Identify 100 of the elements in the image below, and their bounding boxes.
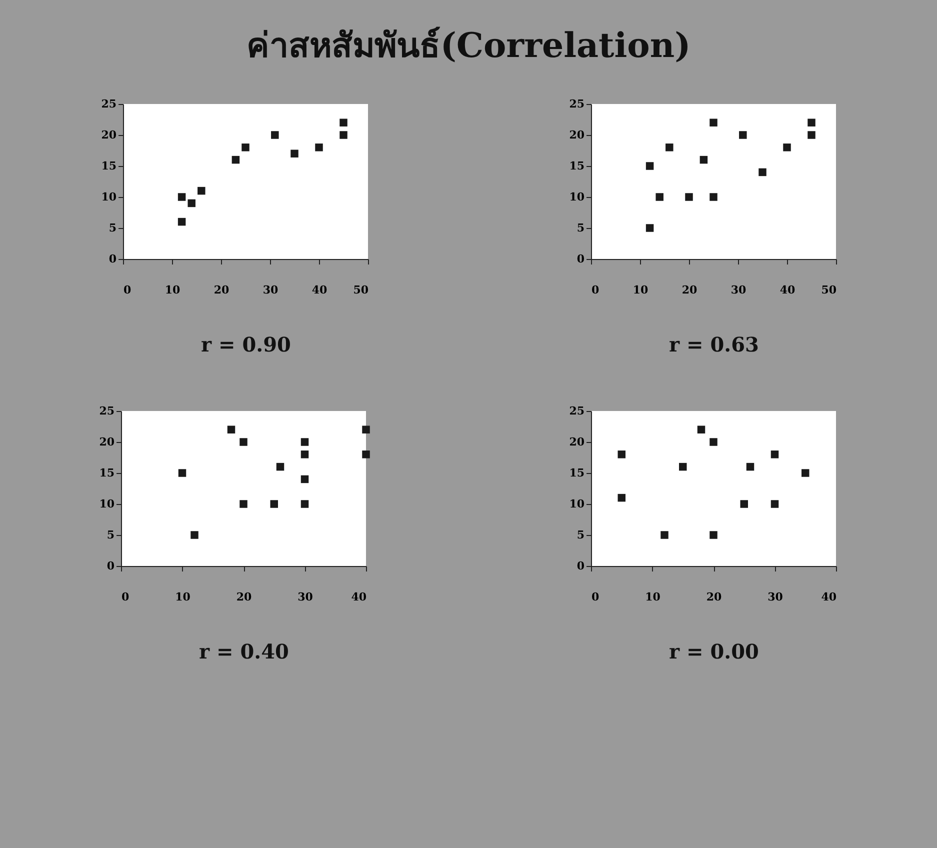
y-tick-label: 15: [569, 466, 585, 480]
point: [802, 469, 810, 477]
x-tick-label: 40: [312, 284, 328, 296]
x-tick-label: 40: [780, 284, 796, 296]
x-tick-label: 30: [731, 284, 747, 296]
x-tick-label: 0: [592, 590, 600, 604]
point: [178, 469, 186, 477]
y-tick-label: 25: [99, 404, 115, 418]
point: [808, 118, 816, 126]
x-axis-title: r = 0.63: [669, 332, 760, 356]
x-tick-label: 40: [351, 590, 368, 604]
y-tick-label: 20: [99, 436, 116, 448]
x-tick-label: 30: [768, 590, 784, 604]
point: [228, 426, 236, 434]
x-tick-label: 0: [123, 284, 132, 296]
x-axis-title: r = 0.00: [669, 640, 760, 664]
y-tick-label: 15: [569, 160, 585, 172]
x-tick-label: 20: [214, 284, 230, 296]
point: [710, 193, 718, 201]
point: [700, 156, 708, 164]
x-tick-label: 10: [645, 590, 661, 604]
point: [740, 500, 748, 508]
point: [301, 500, 309, 508]
point: [190, 531, 199, 539]
point: [178, 193, 186, 201]
y-tick-label: 15: [99, 466, 115, 480]
point: [618, 450, 626, 458]
x-tick-label: 0: [122, 590, 130, 604]
x-tick-label: 40: [821, 590, 838, 604]
point: [314, 144, 323, 152]
y-tick-label: 10: [569, 190, 586, 204]
point: [232, 156, 240, 164]
x-tick-label: 20: [236, 590, 252, 604]
x-tick-label: 10: [164, 284, 180, 296]
y-tick-label: 0: [107, 560, 116, 572]
point: [746, 462, 754, 471]
y-tick-label: 0: [577, 560, 586, 572]
y-tick-label: 5: [577, 222, 585, 234]
point: [270, 500, 278, 508]
y-tick-label: 0: [108, 252, 117, 266]
point: [758, 168, 767, 176]
point: [679, 462, 687, 471]
point: [710, 118, 718, 126]
point: [771, 450, 779, 458]
point: [771, 500, 779, 508]
point: [618, 494, 626, 502]
x-axis-title: r = 0.40: [199, 640, 290, 664]
y-tick-label: 20: [100, 128, 117, 142]
point: [710, 438, 718, 446]
point: [301, 438, 309, 446]
point: [660, 531, 669, 539]
point: [362, 450, 370, 458]
point: [656, 193, 664, 201]
x-tick-label: 0: [592, 284, 600, 296]
y-tick-label: 20: [569, 436, 586, 448]
y-tick-label: 25: [100, 98, 116, 110]
x-tick-label: 10: [175, 590, 191, 604]
text: ค่าสหสัมพันธ์(Correlation): [245, 25, 692, 68]
point: [187, 199, 196, 208]
y-tick-label: 25: [569, 98, 585, 110]
point: [339, 131, 348, 139]
x-tick-label: 30: [262, 284, 278, 296]
y-tick-label: 5: [108, 222, 116, 234]
y-tick-label: 5: [577, 528, 585, 542]
point: [646, 162, 654, 170]
x-tick-label: 20: [682, 284, 698, 296]
point: [301, 475, 309, 484]
point: [739, 131, 748, 139]
point: [276, 462, 284, 471]
x-tick-label: 50: [821, 284, 838, 296]
x-tick-label: 20: [706, 590, 722, 604]
point: [698, 426, 706, 434]
point: [301, 450, 309, 458]
y-tick-label: 15: [100, 160, 116, 172]
x-axis-title: r = 0.90: [200, 332, 291, 356]
y-tick-label: 10: [569, 498, 586, 510]
point: [240, 500, 248, 508]
point: [646, 224, 654, 232]
x-tick-label: 10: [633, 284, 649, 296]
point: [241, 144, 250, 152]
point: [178, 218, 186, 226]
y-tick-label: 20: [569, 128, 586, 142]
point: [270, 131, 279, 139]
y-tick-label: 0: [577, 252, 586, 266]
point: [240, 438, 248, 446]
point: [290, 150, 298, 158]
point: [808, 131, 816, 139]
point: [666, 144, 674, 152]
point: [362, 426, 370, 434]
point: [685, 193, 694, 201]
y-tick-label: 10: [99, 498, 116, 510]
point: [783, 144, 792, 152]
x-tick-label: 30: [298, 590, 314, 604]
x-tick-label: 50: [352, 284, 369, 296]
point: [197, 186, 206, 195]
y-tick-label: 5: [107, 528, 115, 542]
y-tick-label: 10: [100, 190, 117, 204]
point: [710, 531, 718, 539]
point: [339, 118, 348, 126]
y-tick-label: 25: [569, 404, 585, 418]
